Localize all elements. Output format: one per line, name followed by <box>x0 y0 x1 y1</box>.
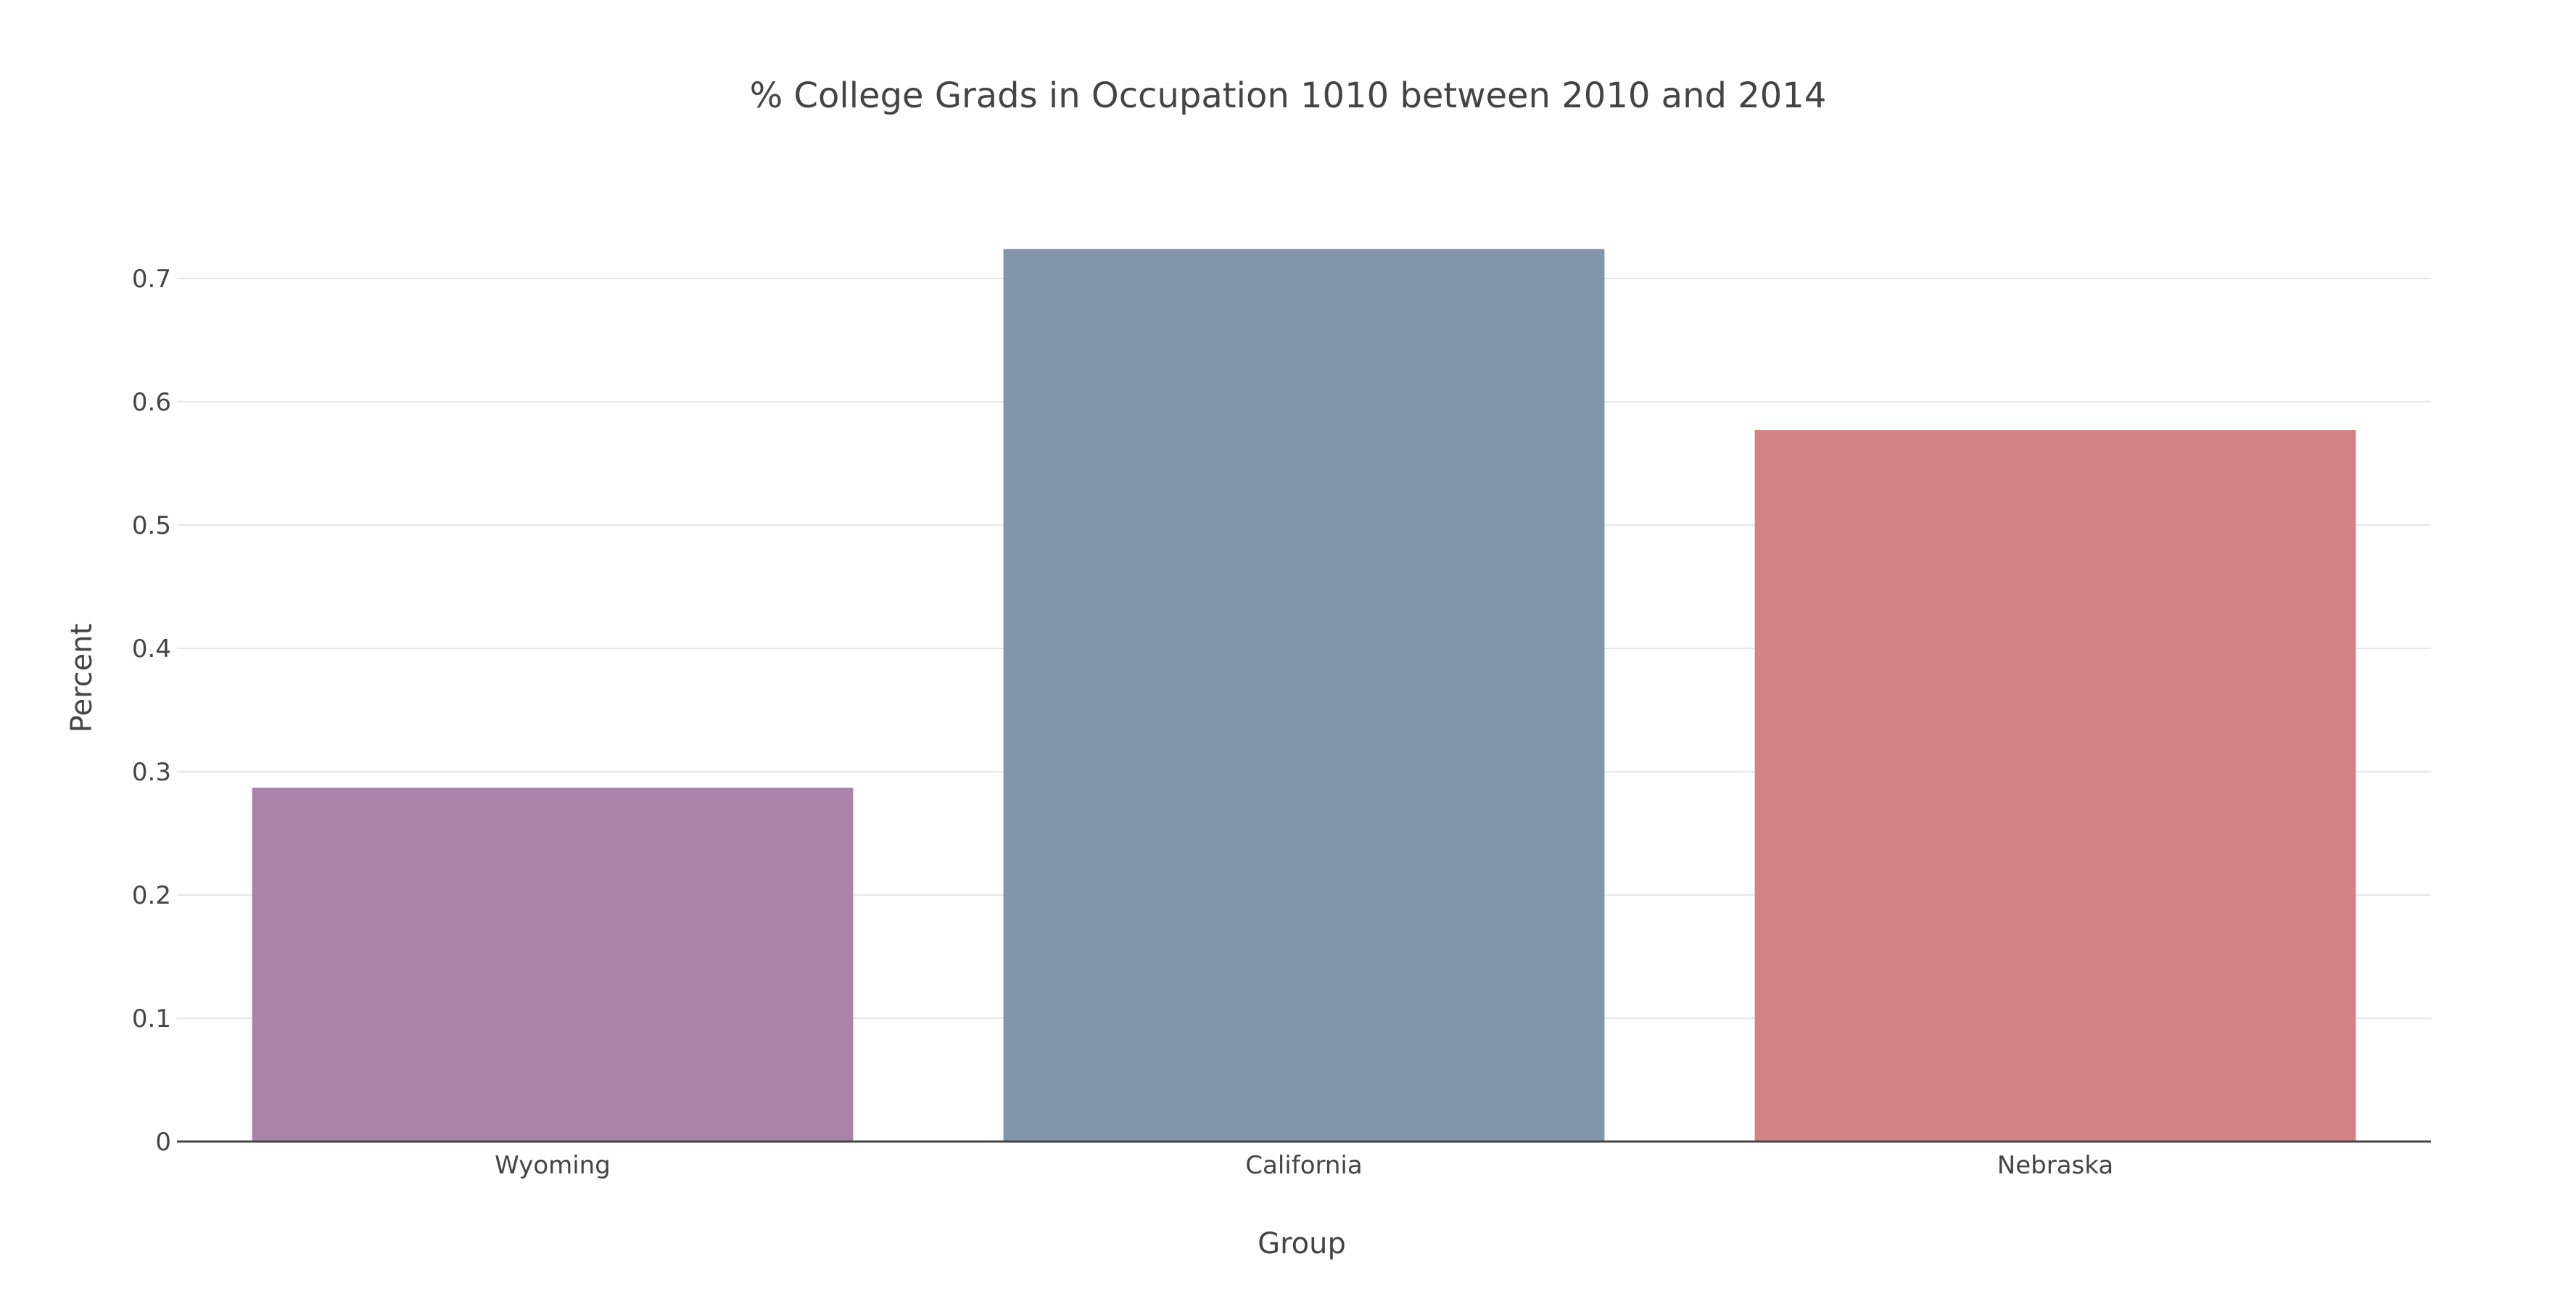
y-tick-label: 0.3 <box>132 758 171 787</box>
y-tick-label: 0.1 <box>132 1004 171 1033</box>
x-tick-label: Wyoming <box>495 1151 611 1180</box>
y-tick-label: 0.7 <box>132 265 171 294</box>
bar-nebraska[interactable] <box>1754 430 2356 1142</box>
bars <box>252 249 2356 1142</box>
y-tick-label: 0.6 <box>132 388 171 417</box>
x-axis-ticks: Wyoming California Nebraska <box>495 1151 2113 1180</box>
y-tick-label: 0.5 <box>132 511 171 540</box>
y-tick-label: 0 <box>155 1128 171 1157</box>
y-tick-label: 0.2 <box>132 881 171 910</box>
x-axis-title: Group <box>1258 1227 1346 1260</box>
y-axis-title: Percent <box>65 624 99 733</box>
chart-title: % College Grads in Occupation 1010 betwe… <box>750 75 1827 116</box>
bar-wyoming[interactable] <box>252 788 854 1142</box>
x-tick-label: Nebraska <box>1997 1151 2113 1180</box>
y-axis-ticks: 0 0.1 0.2 0.3 0.4 0.5 0.6 0.7 <box>132 265 171 1157</box>
bar-california[interactable] <box>1003 249 1605 1142</box>
y-tick-label: 0.4 <box>132 635 171 664</box>
x-tick-label: California <box>1245 1151 1362 1180</box>
